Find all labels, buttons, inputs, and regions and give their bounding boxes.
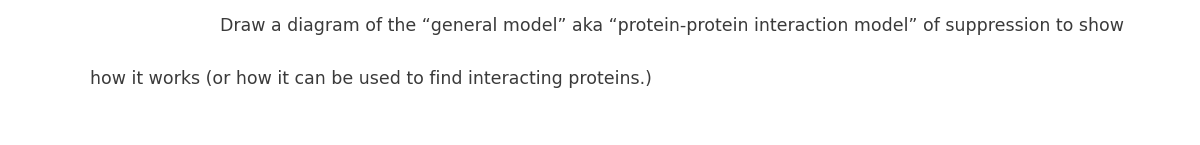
Text: how it works (or how it can be used to find interacting proteins.): how it works (or how it can be used to f…: [90, 70, 652, 88]
Text: Draw a diagram of the “general model” aka “protein-protein interaction model” of: Draw a diagram of the “general model” ak…: [220, 17, 1124, 35]
